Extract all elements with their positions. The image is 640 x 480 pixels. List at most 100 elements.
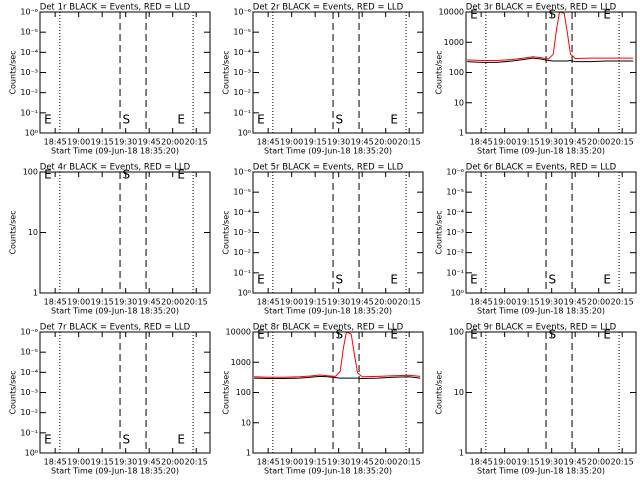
x-tick-label: 20:15 [611, 138, 634, 147]
y-tick-label: 10⁻⁶ [20, 8, 38, 17]
annotation: E [390, 113, 398, 127]
x-tick-label: 19:30 [540, 138, 563, 147]
y-tick-label: 100 [449, 68, 464, 77]
x-tick-label: 19:15 [517, 458, 540, 467]
y-tick-label: 10⁰ [238, 289, 251, 298]
annotation: E [177, 113, 185, 127]
x-axis-label: Start Time (09-Jun-18 18:35:20) [51, 307, 179, 316]
y-tick-label: 10⁻¹ [20, 108, 38, 117]
x-tick-label: 18:45 [257, 458, 280, 467]
y-tick-label: 10⁻⁶ [233, 8, 251, 17]
x-tick-label: 19:15 [304, 138, 327, 147]
x-axis-label: Start Time (09-Jun-18 18:35:20) [51, 467, 179, 476]
y-tick-label: 10⁻¹ [446, 268, 464, 277]
chart-title: Det 5r BLACK = Events, RED = LLD [253, 163, 404, 173]
chart-title: Det 7r BLACK = Events, RED = LLD [40, 323, 191, 333]
x-tick-label: 19:45 [351, 298, 374, 307]
x-tick-label: 19:30 [114, 138, 137, 147]
x-tick-label: 19:30 [114, 298, 137, 307]
x-tick-label: 18:45 [257, 138, 280, 147]
x-tick-label: 19:00 [67, 138, 90, 147]
x-tick-label: 20:15 [398, 298, 421, 307]
x-tick-label: 19:45 [564, 138, 587, 147]
x-tick-label: 19:00 [67, 298, 90, 307]
y-tick-label: 10 [454, 388, 464, 397]
annotation: S [123, 433, 131, 447]
x-tick-label: 19:15 [517, 298, 540, 307]
x-tick-label: 19:15 [91, 138, 114, 147]
x-tick-label: 20:15 [611, 458, 634, 467]
y-tick-label: 10⁻⁴ [20, 368, 38, 377]
x-axis-label: Start Time (09-Jun-18 18:35:20) [264, 467, 392, 476]
y-tick-label: 10 [28, 228, 38, 237]
series-line [467, 57, 634, 63]
annotation: E [44, 113, 52, 127]
x-axis-label: Start Time (09-Jun-18 18:35:20) [477, 307, 605, 316]
x-tick-label: 20:00 [374, 458, 397, 467]
x-tick-label: 19:00 [280, 458, 303, 467]
plot-frame [465, 11, 637, 134]
x-tick-label: 19:00 [67, 458, 90, 467]
annotation: S [123, 113, 131, 127]
y-tick-label: 10⁻⁴ [20, 48, 38, 57]
y-tick-label: 10⁰ [238, 129, 251, 138]
annotation: S [549, 328, 557, 342]
x-tick-label: 18:45 [470, 458, 493, 467]
series-line [467, 11, 634, 61]
annotation: S [549, 8, 557, 22]
x-axis-label: Start Time (09-Jun-18 18:35:20) [264, 147, 392, 156]
y-tick-label: 10 [241, 418, 251, 427]
y-tick-label: 100 [236, 388, 251, 397]
y-tick-label: 1 [246, 449, 251, 458]
annotation: E [257, 328, 265, 342]
x-tick-label: 20:15 [185, 458, 208, 467]
plot-frame [252, 11, 424, 134]
x-tick-label: 19:15 [91, 458, 114, 467]
y-axis-label: Counts/sec [435, 370, 444, 414]
y-tick-label: 10⁻² [20, 408, 38, 417]
y-tick-label: 10⁻⁶ [446, 168, 464, 177]
x-tick-label: 20:00 [374, 138, 397, 147]
series-line [254, 375, 421, 380]
chart-title: Det 6r BLACK = Events, RED = LLD [466, 163, 617, 173]
x-tick-label: 20:00 [374, 298, 397, 307]
x-tick-label: 19:45 [564, 458, 587, 467]
annotation: E [44, 433, 52, 447]
x-tick-label: 19:00 [280, 298, 303, 307]
x-tick-label: 20:00 [161, 458, 184, 467]
x-tick-label: 19:00 [493, 458, 516, 467]
plot-frame [252, 331, 424, 454]
x-axis-label: Start Time (09-Jun-18 18:35:20) [264, 307, 392, 316]
x-axis-label: Start Time (09-Jun-18 18:35:20) [477, 467, 605, 476]
annotation: E [257, 113, 265, 127]
annotation: E [470, 8, 478, 22]
y-tick-label: 1 [459, 449, 464, 458]
y-tick-label: 10⁻² [20, 88, 38, 97]
annotation: E [470, 328, 478, 342]
annotation: S [123, 168, 131, 182]
y-axis-label: Counts/sec [222, 370, 231, 414]
chart-title: Det 2r BLACK = Events, RED = LLD [253, 3, 404, 13]
x-tick-label: 19:45 [138, 458, 161, 467]
y-axis-label: Counts/sec [222, 210, 231, 254]
annotation: S [336, 328, 344, 342]
x-tick-label: 18:45 [470, 138, 493, 147]
annotation: E [390, 273, 398, 287]
x-tick-label: 20:00 [587, 298, 610, 307]
annotation: E [603, 328, 611, 342]
x-tick-label: 19:30 [540, 298, 563, 307]
annotation: E [390, 328, 398, 342]
y-tick-label: 10⁻³ [20, 68, 38, 77]
x-tick-label: 19:45 [351, 138, 374, 147]
x-tick-label: 19:30 [327, 138, 350, 147]
x-tick-label: 19:45 [138, 298, 161, 307]
y-tick-label: 10000 [226, 328, 251, 337]
y-tick-label: 10⁰ [451, 289, 464, 298]
y-tick-label: 10⁻³ [446, 228, 464, 237]
chart-title: Det 3r BLACK = Events, RED = LLD [466, 3, 617, 13]
x-tick-label: 20:00 [161, 298, 184, 307]
y-tick-label: 10⁻⁵ [446, 188, 464, 197]
y-tick-label: 10⁻⁴ [233, 48, 251, 57]
annotation: E [603, 8, 611, 22]
